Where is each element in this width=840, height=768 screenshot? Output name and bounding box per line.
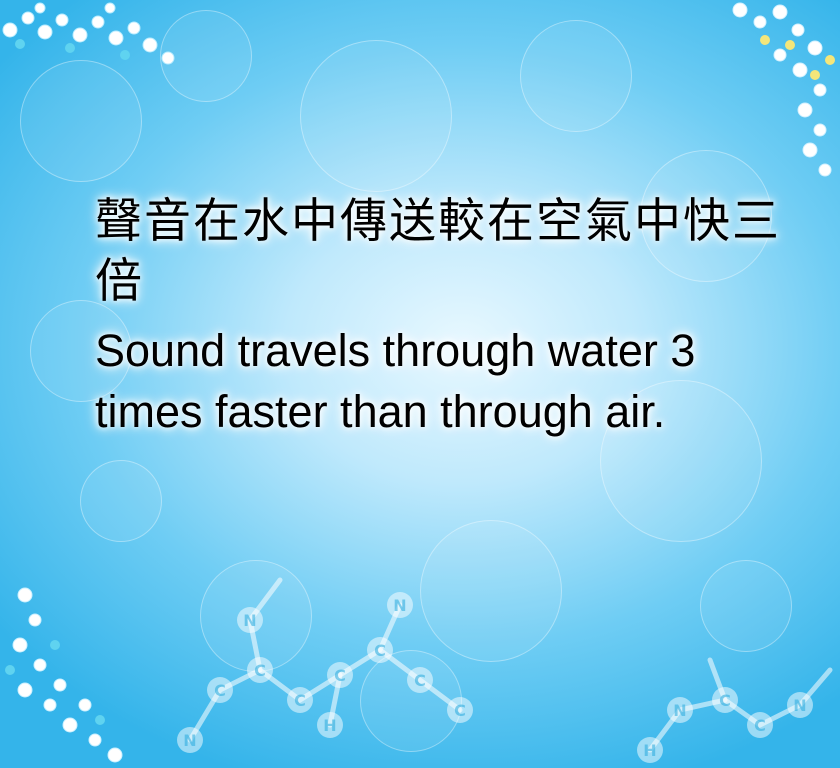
molecule-chain-top-left — [2, 2, 175, 65]
atom-label: C — [214, 681, 226, 700]
atom-label: H — [643, 741, 656, 760]
atom-label: H — [323, 716, 336, 735]
atom-label: C — [454, 701, 466, 720]
atom-label: N — [673, 701, 686, 720]
atom-label: C — [414, 671, 426, 690]
atom-label: N — [793, 696, 806, 715]
molecule-chain-bottom-left — [5, 587, 123, 763]
atom-label: C — [754, 716, 766, 735]
molecule-chain-top-right — [732, 2, 835, 177]
chemical-structure-decoration: N C C N C C H C N C C H N C C N — [177, 577, 833, 763]
atom-label: N — [393, 596, 406, 615]
fact-text-block: 聲音在水中傳送較在空氣中快三倍 Sound travels through wa… — [95, 192, 795, 442]
atom-label: C — [374, 641, 386, 660]
atom-label: C — [334, 666, 346, 685]
atom-label: N — [243, 611, 256, 630]
atom-label: N — [183, 731, 196, 750]
chinese-fact-text: 聲音在水中傳送較在空氣中快三倍 — [95, 194, 781, 309]
english-fact-text: Sound travels through water 3 times fast… — [95, 325, 696, 437]
atom-label: C — [254, 661, 266, 680]
atom-label: C — [294, 691, 306, 710]
atom-label: C — [719, 691, 731, 710]
